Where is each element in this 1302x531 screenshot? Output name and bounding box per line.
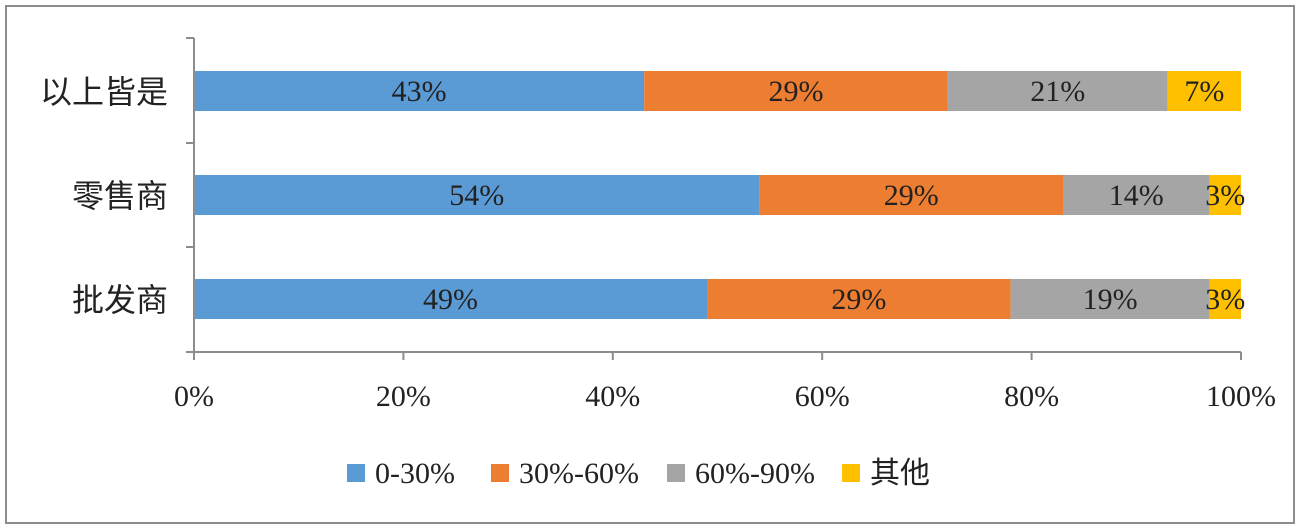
legend-label: 其他 (870, 456, 930, 491)
bar-segment (194, 71, 645, 111)
data-label: 29% (831, 283, 886, 316)
x-tick-label: 20% (376, 380, 431, 413)
legend-label: 60%-90% (695, 457, 815, 490)
bar-segment (194, 175, 760, 215)
data-label: 3% (1205, 283, 1245, 316)
data-label: 54% (449, 179, 504, 212)
category-label: 零售商 (72, 177, 168, 215)
bar-segment (1010, 279, 1210, 319)
bar-segment (644, 71, 948, 111)
x-tick-label: 100% (1206, 380, 1276, 413)
bar-segment (194, 279, 708, 319)
x-tick-label: 40% (585, 380, 640, 413)
bar-segment (947, 71, 1168, 111)
data-label: 14% (1109, 179, 1164, 212)
bar-segment (1209, 175, 1241, 215)
bar-segment (707, 279, 1011, 319)
data-label: 19% (1083, 283, 1138, 316)
x-tick-label: 80% (1004, 380, 1059, 413)
legend-swatch (347, 464, 365, 482)
legend: 0-30% 30%-60% 60%-90% 其他 (347, 456, 930, 491)
data-label: 29% (884, 179, 939, 212)
data-label: 7% (1184, 75, 1224, 108)
data-label: 49% (423, 283, 478, 316)
data-label: 21% (1030, 75, 1085, 108)
bar-segment (759, 175, 1064, 215)
data-label: 29% (769, 75, 824, 108)
x-tick-label: 0% (174, 380, 214, 413)
bar-segment (1063, 175, 1210, 215)
x-tick-label: 60% (795, 380, 850, 413)
legend-label: 30%-60% (519, 457, 639, 490)
legend-swatch (667, 464, 685, 482)
category-label: 批发商 (72, 281, 168, 319)
data-label: 3% (1205, 179, 1245, 212)
category-label: 以上皆是 (40, 73, 168, 111)
bars-layer: 43% 29% 21% 7% 54% 29% 14% 3% 49% 29% 19% 3% (194, 71, 1245, 319)
bar-segment (1167, 71, 1241, 111)
legend-label: 0-30% (375, 457, 455, 490)
data-label: 43% (392, 75, 447, 108)
legend-swatch (491, 464, 509, 482)
bar-segment (1209, 279, 1241, 319)
legend-swatch (842, 464, 860, 482)
